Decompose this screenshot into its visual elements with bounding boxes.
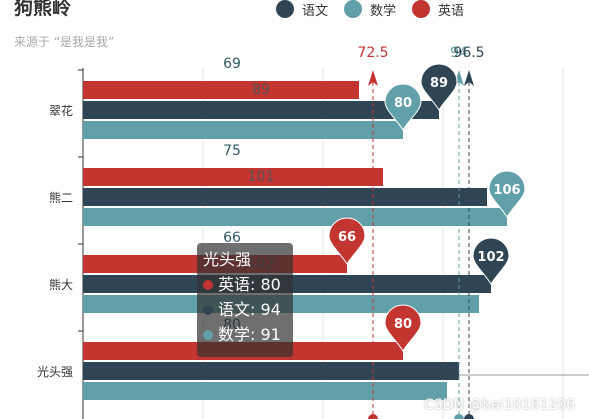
legend-label-english: 英语 <box>438 3 465 19</box>
legend-item-math[interactable]: 数学 <box>344 0 396 19</box>
mark-line-arrow <box>464 70 474 86</box>
chart-title: 狗熊岭 <box>14 0 72 19</box>
mark-point-label: 89 <box>430 76 448 91</box>
mark-point-label: 80 <box>394 317 412 332</box>
tooltip-dot-chinese <box>203 304 213 315</box>
tooltip-dot-english <box>203 279 213 290</box>
bar-语文-3 <box>83 362 459 380</box>
tooltip-label-english: 英语: 80 <box>218 275 281 294</box>
y-tick-label: 熊大 <box>49 277 73 292</box>
legend-label-math: 数学 <box>370 3 397 19</box>
tooltip-row-chinese: 语文: 94 <box>203 297 287 322</box>
bar-英语-0 <box>83 81 359 99</box>
mark-point-pin <box>472 237 510 285</box>
bar-英语-1 <box>83 168 383 186</box>
legend-swatch-english <box>412 0 431 18</box>
legend-swatch-chinese <box>276 0 294 18</box>
mark-point-pin <box>328 217 366 265</box>
y-tick-label: 翠花 <box>49 103 73 118</box>
value-label-bar: 101 <box>248 169 275 185</box>
mark-point-pin <box>420 63 458 111</box>
mark-line-label: 72.5 <box>357 45 388 61</box>
bar-语文-1 <box>83 188 487 206</box>
tooltip-row-math: 数学: 91 <box>203 322 287 347</box>
watermark: CSDN @bai10161206 <box>424 397 575 413</box>
bar-语文-0 <box>83 101 439 119</box>
legend-item-chinese[interactable]: 语文 <box>276 0 328 19</box>
mark-point-label: 106 <box>493 183 520 198</box>
mark-line-end-dot <box>454 414 464 419</box>
bar-数学-0 <box>83 121 403 139</box>
bar-数学-1 <box>83 208 507 226</box>
mark-point-label: 102 <box>477 250 504 265</box>
value-label-above: 75 <box>223 143 241 159</box>
mark-line-label: 96.5 <box>453 45 484 61</box>
legend-label-chinese: 语文 <box>302 3 329 19</box>
bar-数学-3 <box>83 382 447 400</box>
y-tick-label: 熊二 <box>49 190 73 205</box>
mark-line-end-dot <box>368 414 378 419</box>
value-label-bar: 89 <box>252 82 270 98</box>
chart-subtitle: 来源于 “是我是我” <box>14 35 115 49</box>
mark-point-label: 80 <box>394 96 412 111</box>
mark-point-pin <box>488 170 526 218</box>
mark-line-label: 94 <box>450 45 468 61</box>
legend-item-english[interactable]: 英语 <box>412 0 464 19</box>
tooltip-row-english: 英语: 80 <box>203 272 287 297</box>
tooltip: 光头强 英语: 80 语文: 94 数学: 91 <box>197 243 293 357</box>
mark-point-label: 66 <box>338 230 356 245</box>
mark-line-arrow <box>368 70 378 86</box>
value-label-above: 69 <box>223 56 241 72</box>
value-label-above: 66 <box>223 230 241 246</box>
mark-point-pin <box>384 83 422 131</box>
tooltip-label-chinese: 语文: 94 <box>218 300 281 319</box>
tooltip-dot-math <box>203 329 213 340</box>
legend-swatch-math <box>344 0 363 18</box>
y-tick-label: 光头强 <box>37 365 73 379</box>
tooltip-label-math: 数学: 91 <box>218 325 281 344</box>
legend: 语文 数学 英语 <box>276 0 464 19</box>
mark-line-end-dot <box>464 414 474 419</box>
mark-point-pin <box>384 304 422 352</box>
tooltip-title: 光头强 <box>203 250 252 269</box>
